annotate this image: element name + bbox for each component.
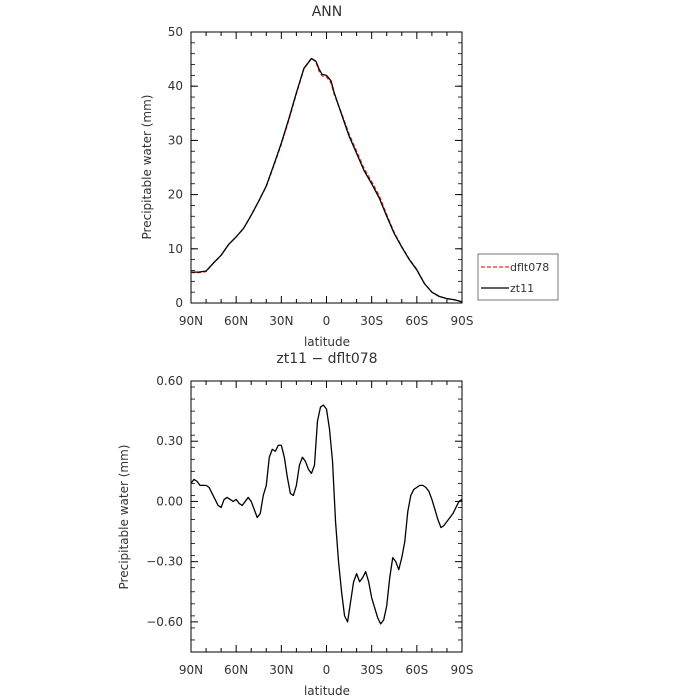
- lower-y-tick-label: 0.60: [156, 374, 183, 388]
- upper-y-tick-label: 30: [168, 133, 183, 147]
- lower-x-tick-label: 60N: [224, 663, 248, 677]
- upper-x-tick-label: 30S: [360, 314, 383, 328]
- upper-series: [191, 57, 463, 303]
- upper-ticks: 90N 60N 30N 0 30S 60S 90S 0 10 20 30 40 50: [168, 25, 474, 328]
- upper-x-tick-label: 90N: [179, 314, 203, 328]
- lower-x-tick-label: 30N: [269, 663, 293, 677]
- upper-series-line-zt11: [191, 57, 463, 303]
- upper-y-tick-label: 0: [175, 296, 183, 310]
- lower-y-tick-label: 0.00: [156, 494, 183, 508]
- legend-label-zt11: zt11: [510, 282, 534, 295]
- lower-x-tick-label: 90S: [451, 663, 474, 677]
- lower-plot-frame: [190, 380, 463, 653]
- upper-x-tick-label: 90S: [451, 314, 474, 328]
- lower-ticks: 90N 60N 30N 0 30S 60S 90S 0.60 0.30 0.00 −0.30 −0.6…: [146, 374, 473, 677]
- lower-x-tick-label: 60S: [405, 663, 428, 677]
- legend: dflt078 zt11: [477, 253, 559, 301]
- lower-panel: zt11 − dflt078 90N 60N 30N 0 30S 60S 90S 0.60 0.…: [117, 351, 473, 698]
- lower-chart-title: zt11 − dflt078: [276, 351, 377, 367]
- upper-x-axis-title: latitude: [304, 335, 350, 349]
- lower-x-axis-title: latitude: [304, 684, 350, 698]
- upper-y-tick-label: 20: [168, 188, 183, 202]
- upper-series-line-dflt078: [191, 57, 463, 303]
- upper-y-tick-label: 40: [168, 79, 183, 93]
- upper-chart-title: ANN: [312, 4, 343, 20]
- upper-y-tick-label: 50: [168, 25, 183, 39]
- upper-x-tick-label: 60N: [224, 314, 248, 328]
- upper-panel: ANN 90N 60N 30N 0 30S 60S 90S 0 10 20 30 40 50 latit…: [140, 4, 559, 349]
- lower-y-axis-title: Precipitable water (mm): [117, 445, 131, 590]
- lower-x-tick-label: 30S: [360, 663, 383, 677]
- lower-difference-line: [190, 404, 463, 625]
- lower-x-tick-label: 90N: [179, 663, 203, 677]
- legend-label-dflt078: dflt078: [510, 261, 549, 274]
- lower-y-tick-label: −0.60: [146, 615, 183, 629]
- lower-series: [190, 404, 463, 625]
- lower-y-tick-label: 0.30: [156, 434, 183, 448]
- lower-x-tick-label: 0: [323, 663, 331, 677]
- upper-x-tick-label: 0: [323, 314, 331, 328]
- upper-x-tick-label: 60S: [405, 314, 428, 328]
- upper-plot-frame: [190, 31, 463, 304]
- lower-y-tick-label: −0.30: [146, 555, 183, 569]
- upper-y-axis-title: Precipitable water (mm): [140, 95, 154, 240]
- upper-x-tick-label: 30N: [269, 314, 293, 328]
- upper-y-tick-label: 10: [168, 242, 183, 256]
- legend-box: [477, 253, 559, 301]
